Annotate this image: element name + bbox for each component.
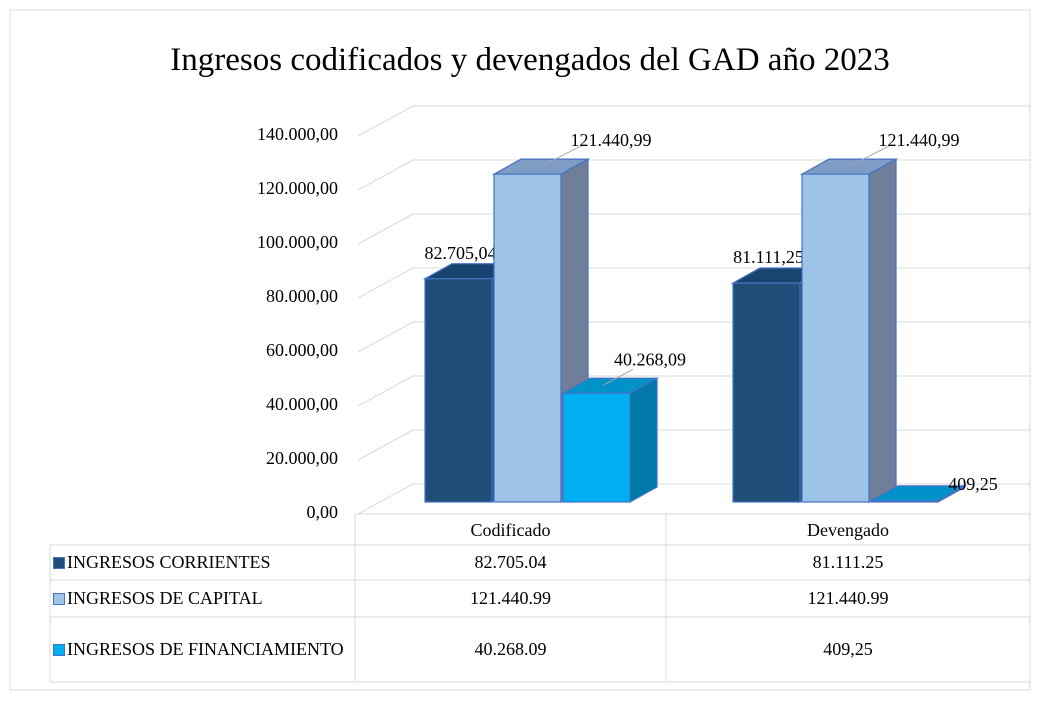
category-label: Devengado [807, 520, 889, 540]
legend-key [53, 643, 65, 656]
legend-entry: INGRESOS CORRIENTES [50, 545, 355, 580]
grid-line [357, 105, 1030, 137]
table-value: 121.440.99 [470, 588, 551, 608]
legend-label: INGRESOS DE FINANCIAMIENTO [67, 639, 344, 659]
y-tick-label: 100.000,00 [257, 232, 338, 252]
grid-line [357, 159, 1030, 191]
legend-key [53, 556, 65, 569]
bar [868, 484, 968, 504]
table-value: 82.705.04 [474, 552, 547, 572]
y-tick-label: 80.000,00 [266, 286, 338, 306]
table-value: 409,25 [823, 639, 873, 659]
y-tick-label: 140.000,00 [257, 124, 338, 144]
chart-title: Ingresos codificados y devengados del GA… [170, 42, 890, 78]
leader-line [541, 145, 582, 167]
data-label: 121.440,99 [571, 130, 652, 150]
y-tick-label: 20.000,00 [266, 448, 338, 468]
grid-line [357, 213, 1030, 245]
table-value: 40.268.09 [474, 639, 547, 659]
category-label: Codificado [470, 520, 551, 540]
bar-front [562, 392, 631, 503]
bar [560, 377, 660, 504]
data-label: 40.268,09 [614, 349, 686, 369]
data-label: 121.440,99 [879, 130, 960, 150]
bar-front [424, 278, 493, 503]
data-label: 81.111,25 [733, 247, 804, 267]
leader-line [849, 145, 890, 167]
legend-entry: INGRESOS DE CAPITAL [50, 580, 355, 617]
legend-label: INGRESOS DE CAPITAL [67, 588, 263, 608]
data-label: 409,25 [948, 474, 998, 494]
bar-front [732, 282, 801, 503]
table-value: 81.111.25 [812, 552, 884, 572]
bar-front [870, 500, 939, 503]
y-tick-label: 0,00 [307, 502, 339, 522]
legend-entry: INGRESOS DE FINANCIAMIENTO [50, 617, 355, 682]
y-tick-label: 120.000,00 [257, 178, 338, 198]
bar-side [629, 377, 658, 504]
bar-side [868, 158, 897, 504]
legend-key [53, 592, 65, 605]
y-tick-label: 40.000,00 [266, 394, 338, 414]
bar-front [801, 173, 870, 503]
table-value: 121.440.99 [807, 588, 889, 608]
chart-border [9, 9, 1031, 691]
bar [799, 158, 899, 504]
y-tick-label: 60.000,00 [266, 340, 338, 360]
leader-line [602, 368, 634, 386]
legend-label: INGRESOS CORRIENTES [67, 552, 271, 572]
data-label: 82.705,04 [425, 243, 497, 263]
bar-front [493, 173, 562, 503]
